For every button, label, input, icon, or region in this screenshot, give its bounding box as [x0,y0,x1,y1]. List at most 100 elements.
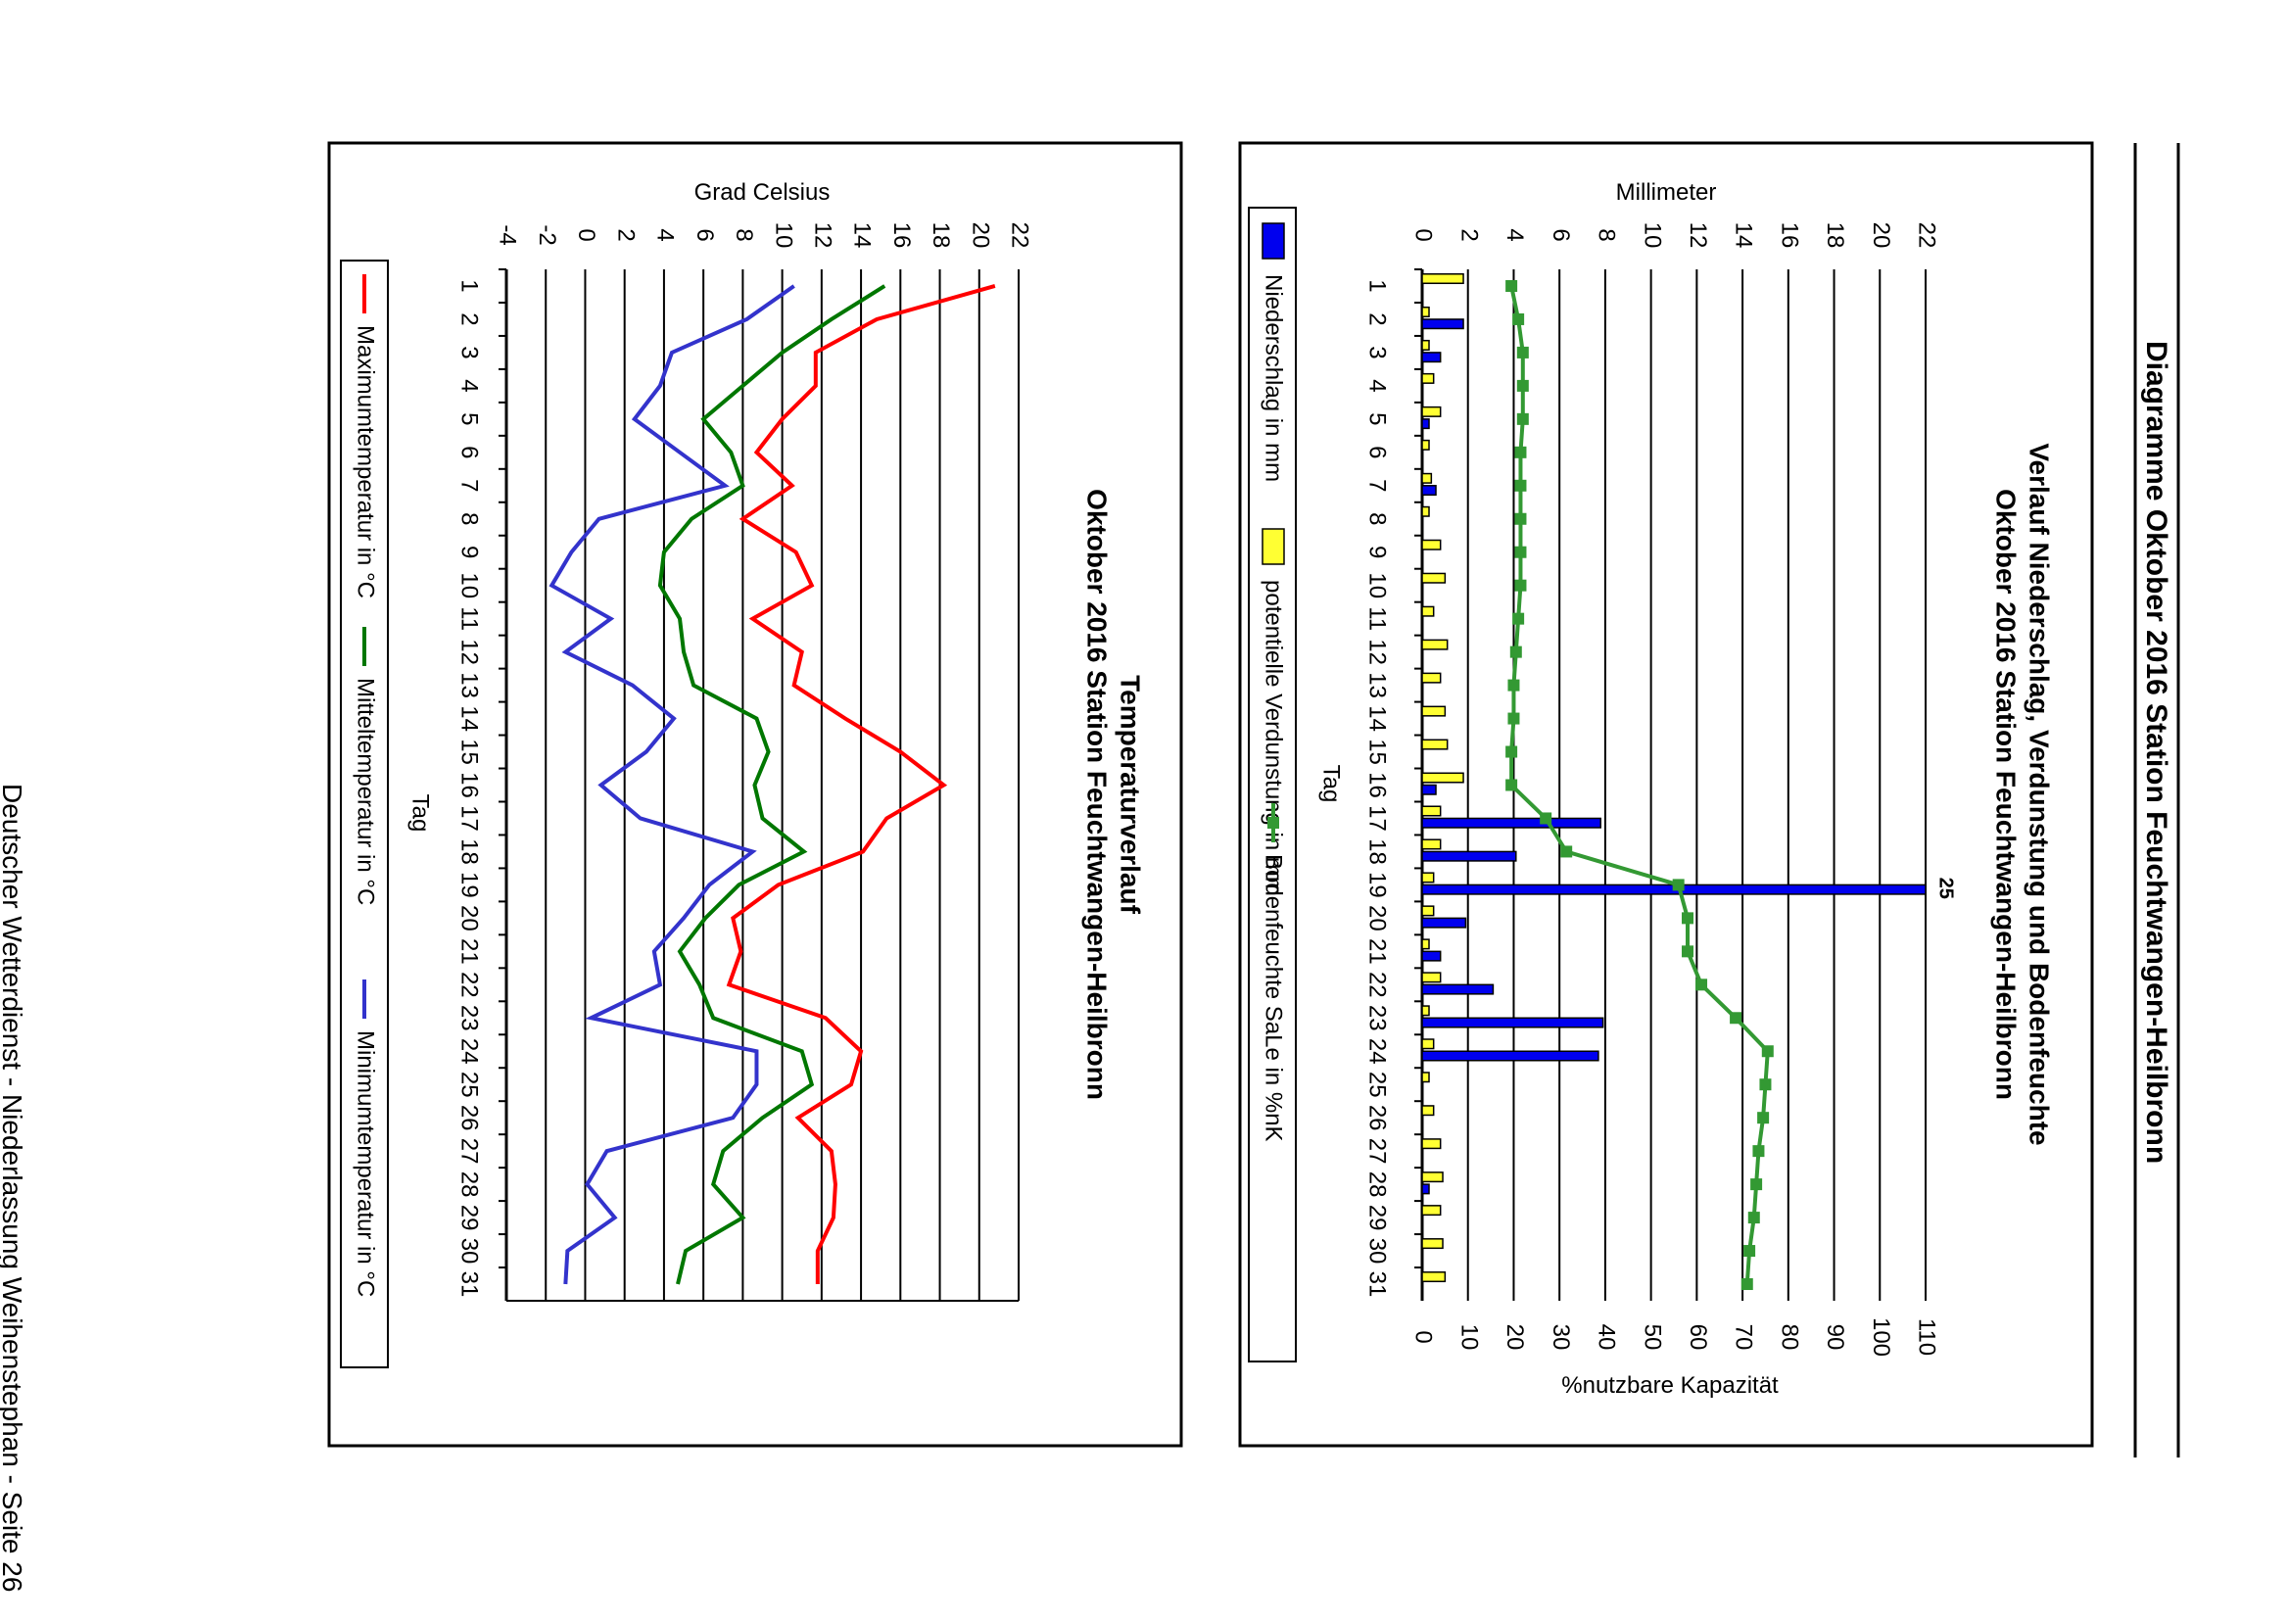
temp-y-axis-title: Grad Celsius [694,179,831,206]
soil-moisture-point [1682,945,1694,958]
page-footer: Deutscher Wetterdienst - Niederlassung W… [0,784,27,1593]
temp-category-label: 27 [456,1138,483,1165]
evaporation-bar [1421,739,1449,750]
soil-moisture-point [1514,446,1527,458]
evaporation-bar [1421,705,1447,717]
precipitation-bar [1421,784,1437,795]
legend-swatch-0 [1262,222,1285,260]
soil-moisture-point [1695,979,1708,991]
temp-category-label: 10 [456,572,483,598]
precip-chart-subtitle: Oktober 2016 Station Feuchtwangen-Heilbr… [1991,489,2022,1100]
precip-chart: Verlauf Niederschlag, Verdunstung und Bo… [1248,179,2055,1399]
precip-category-label: 16 [1364,772,1391,798]
legend-label-2: Bodenfeuchte SaLe in %nK [1261,854,1287,1142]
temp-category-label: 21 [456,938,483,965]
evaporation-bar [1421,1205,1442,1217]
precip-y-tick-label: 14 [1731,222,1757,249]
temp-category-label: 26 [456,1105,483,1131]
evaporation-bar [1421,1271,1447,1283]
temp-category-label: 17 [456,805,483,832]
precip-category-label: 25 [1364,1072,1391,1098]
temp-category-label: 29 [456,1205,483,1231]
precip-y2-tick-label: 80 [1776,1324,1802,1351]
soil-moisture-point [1752,1145,1765,1158]
page-title: Diagramme Oktober 2016 Station Feuchtwan… [2140,341,2172,1164]
precip-y-tick-label: 6 [1548,228,1574,241]
precip-chart-title: Verlauf Niederschlag, Verdunstung und Bo… [2025,443,2055,1145]
soil-moisture-point [1507,712,1520,725]
temp-category-label: 3 [456,346,483,358]
soil-moisture-point [1512,612,1525,625]
temp-category-label: 14 [456,705,483,732]
precip-category-label: 29 [1364,1205,1391,1231]
precip-category-label: 6 [1364,446,1391,458]
precip-y-tick-label: 20 [1868,222,1894,249]
precip-category-label: 28 [1364,1171,1391,1198]
temp-chart-title: Temperaturverlauf [1116,675,1146,914]
evaporation-bar [1421,1171,1444,1183]
soil-moisture-point [1540,812,1552,825]
temp-category-label: 16 [456,772,483,798]
evaporation-bar [1421,372,1435,384]
temp-category-label: 7 [456,479,483,492]
precipitation-bar [1421,352,1442,363]
precip-category-label: 8 [1364,512,1391,525]
precip-y-tick-label: 2 [1455,228,1482,241]
soil-moisture-point [1507,679,1520,692]
temp-legend-label-1: Mitteltemperatur in °C [353,678,379,905]
temp-legend-box [340,260,389,1368]
precip-category-label: 9 [1364,546,1391,558]
precip-y2-tick-label: 60 [1685,1324,1711,1351]
evaporation-bar [1421,505,1430,517]
soil-moisture-point [1516,379,1529,392]
temp-series-line-1 [657,284,886,1285]
soil-moisture-point [1514,579,1527,592]
temp-category-label: 18 [456,838,483,865]
evaporation-bar [1421,838,1442,850]
precip-category-label: 1 [1364,279,1391,292]
precip-y2-tick-label: 20 [1502,1324,1528,1351]
evaporation-bar [1421,972,1442,983]
temp-category-label: 20 [456,905,483,931]
temp-y-tick-label: 20 [967,222,993,249]
soil-moisture-point [1747,1212,1760,1224]
precip-y-tick-label: 16 [1776,222,1802,249]
soil-moisture-point [1757,1112,1770,1124]
temp-category-label: 4 [456,379,483,392]
precipitation-bar [1421,485,1437,497]
evaporation-bar [1421,938,1430,950]
temp-y-tick-label: 14 [849,222,876,249]
evaporation-bar [1421,339,1430,351]
soil-moisture-point [1514,546,1527,558]
precip-category-label: 13 [1364,672,1391,698]
evaporation-bar [1421,872,1435,884]
temp-y-tick-label: -2 [534,224,560,245]
temp-y-tick-label: 0 [573,228,599,241]
temp-category-label: 12 [456,639,483,665]
precip-legend-box [1248,207,1297,1362]
precip-y2-tick-label: 50 [1639,1324,1665,1351]
evaporation-bar [1421,439,1430,451]
soil-moisture-point [1750,1178,1763,1191]
precipitation-bar [1421,850,1517,862]
temp-x-axis-title: Tag [407,794,434,833]
precipitation-bar [1421,917,1467,929]
precipitation-bar [1421,817,1601,829]
temp-category-label: 8 [456,512,483,525]
precip-category-label: 10 [1364,572,1391,598]
temp-category-label: 19 [456,872,483,898]
temp-legend-label-2: Minimumtemperatur in °C [353,1030,379,1297]
soil-moisture-point [1672,879,1685,891]
soil-moisture-point [1512,312,1525,325]
temp-series-line-2 [548,284,795,1285]
precip-category-label: 12 [1364,639,1391,665]
precip-category-label: 24 [1364,1038,1391,1065]
evaporation-bar [1421,672,1442,684]
precip-y-tick-label: 0 [1410,228,1437,241]
evaporation-bar [1421,1072,1430,1083]
temp-y-tick-label: 6 [691,228,718,241]
precip-y-tick-label: 12 [1685,222,1711,249]
temp-category-label: 30 [456,1238,483,1265]
soil-moisture-point [1505,279,1518,292]
